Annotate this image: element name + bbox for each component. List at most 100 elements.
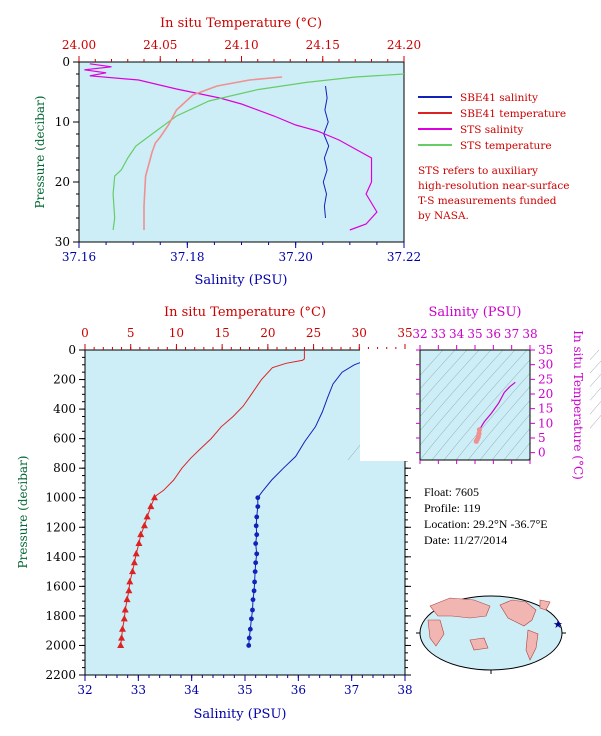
main-chart-y-tick-label: 0	[68, 343, 76, 357]
ts-contour-mask-right	[530, 349, 590, 461]
note-line-4: by NASA.	[418, 210, 469, 222]
main-chart-bottom-tick-label: 37	[344, 683, 359, 697]
main-chart-bottom-xlabel: Salinity (PSU)	[194, 707, 287, 722]
main-chart-y-tick-label: 1200	[45, 520, 76, 534]
ts-y-tick-label: 30	[538, 358, 553, 372]
note-line-3: T-S measurements funded	[418, 195, 557, 207]
main-salinity-marker	[253, 523, 259, 529]
main-salinity-marker	[249, 616, 254, 622]
ts-contour-mask-left	[360, 349, 420, 461]
main-temperature-marker	[118, 634, 126, 641]
main-temperature-marker	[147, 502, 155, 510]
ts-x-tick-label: 35	[467, 327, 482, 341]
ts-density-contours	[347, 349, 601, 461]
ts-contour-line	[443, 349, 540, 461]
main-chart-y-tick-label: 2000	[45, 638, 76, 652]
legend-label-sbe-temperature: SBE41 temperature	[460, 108, 566, 120]
float-info: Float: 7605 Profile: 119 Location: 29.2°…	[424, 484, 548, 548]
main-temperature-marker	[126, 577, 134, 585]
main-chart-top-tick-label: 0	[81, 326, 89, 340]
main-temperature-marker	[135, 539, 143, 547]
top-chart-top-xlabel: In situ Temperature (°C)	[160, 16, 322, 31]
main-chart-bottom-tick-label: 34	[184, 683, 200, 697]
main-chart-top-xlabel: In situ Temperature (°C)	[164, 305, 326, 320]
float-location: Location: 29.2°N -36.7°E	[424, 517, 548, 531]
main-chart-y-tick-label: 400	[53, 402, 76, 416]
top-chart-ylabel: Pressure (decibar)	[33, 96, 47, 209]
main-salinity-marker	[254, 532, 260, 538]
main-chart-series	[117, 350, 363, 648]
main-chart-ticks: 0 5 10 15 20 25 30 35 32 33 34 35 36 37 38 0 200 400 600 80…	[45, 326, 412, 697]
map-land-australia	[469, 637, 489, 651]
main-chart-top-tick-label: 30	[352, 326, 367, 340]
top-series-line-0	[322, 85, 330, 219]
main-chart-bottom-tick-label: 36	[291, 683, 306, 697]
main-chart-bottom-tick-label: 33	[131, 683, 146, 697]
top-chart-y-tick-label: 10	[55, 115, 70, 129]
main-salinity-marker	[252, 579, 257, 585]
main-chart-y-tick-label: 1000	[45, 491, 76, 505]
ts-x-tick-label: 37	[504, 327, 519, 341]
top-chart-bottom-tick-label: 37.20	[278, 250, 312, 264]
main-salinity-marker	[252, 569, 258, 574]
main-chart-bottom-tick-label: 38	[397, 683, 412, 697]
main-temperature-marker	[130, 558, 138, 566]
main-temperature-marker	[125, 586, 133, 594]
note-line-2: high-resolution near-surface	[418, 180, 569, 192]
main-chart-y-tick-label: 1400	[45, 550, 76, 564]
top-series-line-4	[143, 76, 283, 230]
ts-y-tick-label: 5	[538, 431, 546, 445]
top-chart: In situ Temperature (°C) Salinity (PSU) …	[33, 16, 421, 288]
main-salinity-marker	[254, 514, 260, 520]
main-chart-top-tick-label: 5	[127, 326, 135, 340]
legend-label-sbe-salinity: SBE41 salinity	[460, 92, 538, 104]
map-land-south-america	[525, 629, 539, 661]
main-chart-y-tick-label: 200	[53, 373, 76, 387]
top-chart-bottom-tick-label: 37.16	[62, 250, 96, 264]
top-chart-bottom-xlabel: Salinity (PSU)	[195, 273, 288, 288]
main-temperature-marker	[121, 606, 129, 613]
main-chart-y-tick-label: 800	[53, 461, 76, 475]
main-temperature-marker	[120, 614, 128, 622]
top-series-line-2	[84, 63, 378, 231]
top-chart-top-tick-label: 24.20	[387, 38, 421, 52]
ts-chart: Salinity (PSU) In situ Temperature (°C) …	[347, 305, 601, 480]
ts-y-tick-label: 35	[538, 343, 553, 357]
ts-x-tick-label: 38	[522, 327, 537, 341]
main-chart-y-tick-label: 2200	[45, 668, 76, 682]
main-salinity-marker	[246, 635, 252, 641]
main-chart-bottom-tick-label: 32	[77, 683, 92, 697]
main-temperature-marker	[129, 567, 137, 575]
main-chart-bottom-tick-label: 35	[237, 683, 252, 697]
main-chart-y-tick-label: 1600	[45, 579, 76, 593]
main-temperature-marker	[140, 521, 148, 529]
top-chart-top-tick-label: 24.10	[224, 38, 258, 52]
map-land-north-america	[499, 599, 537, 627]
main-chart-top-tick-label: 25	[306, 326, 321, 340]
world-map: ★	[416, 595, 566, 674]
main-temperature-marker	[117, 641, 125, 648]
main-temperature-marker	[123, 595, 131, 603]
top-chart-series	[84, 63, 405, 231]
ts-point	[476, 427, 482, 433]
legend-label-sts-temperature: STS temperature	[460, 140, 552, 152]
main-temperature-marker	[118, 625, 126, 632]
top-chart-ticks: 24.00 24.05 24.10 24.15 24.20 37.16 37.18 37.20…	[55, 38, 421, 264]
float-id: Float: 7605	[424, 485, 480, 499]
legend: SBE41 salinity SBE41 temperature STS sal…	[418, 92, 566, 152]
ts-y-tick-label: 15	[538, 402, 553, 416]
ts-contour-line	[419, 349, 516, 461]
main-temperature-marker	[143, 512, 151, 520]
main-temperature-marker	[150, 493, 158, 501]
map-land-greenland	[539, 599, 551, 611]
profile-date: Date: 11/27/2014	[424, 533, 508, 547]
sts-note: STS refers to auxiliary high-resolution …	[418, 165, 569, 222]
ts-x-tick-label: 34	[449, 327, 465, 341]
top-chart-top-tick-label: 24.05	[143, 38, 177, 52]
ts-chart-top-xlabel: Salinity (PSU)	[429, 305, 522, 320]
ts-y-tick-label: 25	[538, 372, 553, 386]
top-plot-area	[78, 61, 405, 243]
ts-x-tick-label: 36	[486, 327, 501, 341]
